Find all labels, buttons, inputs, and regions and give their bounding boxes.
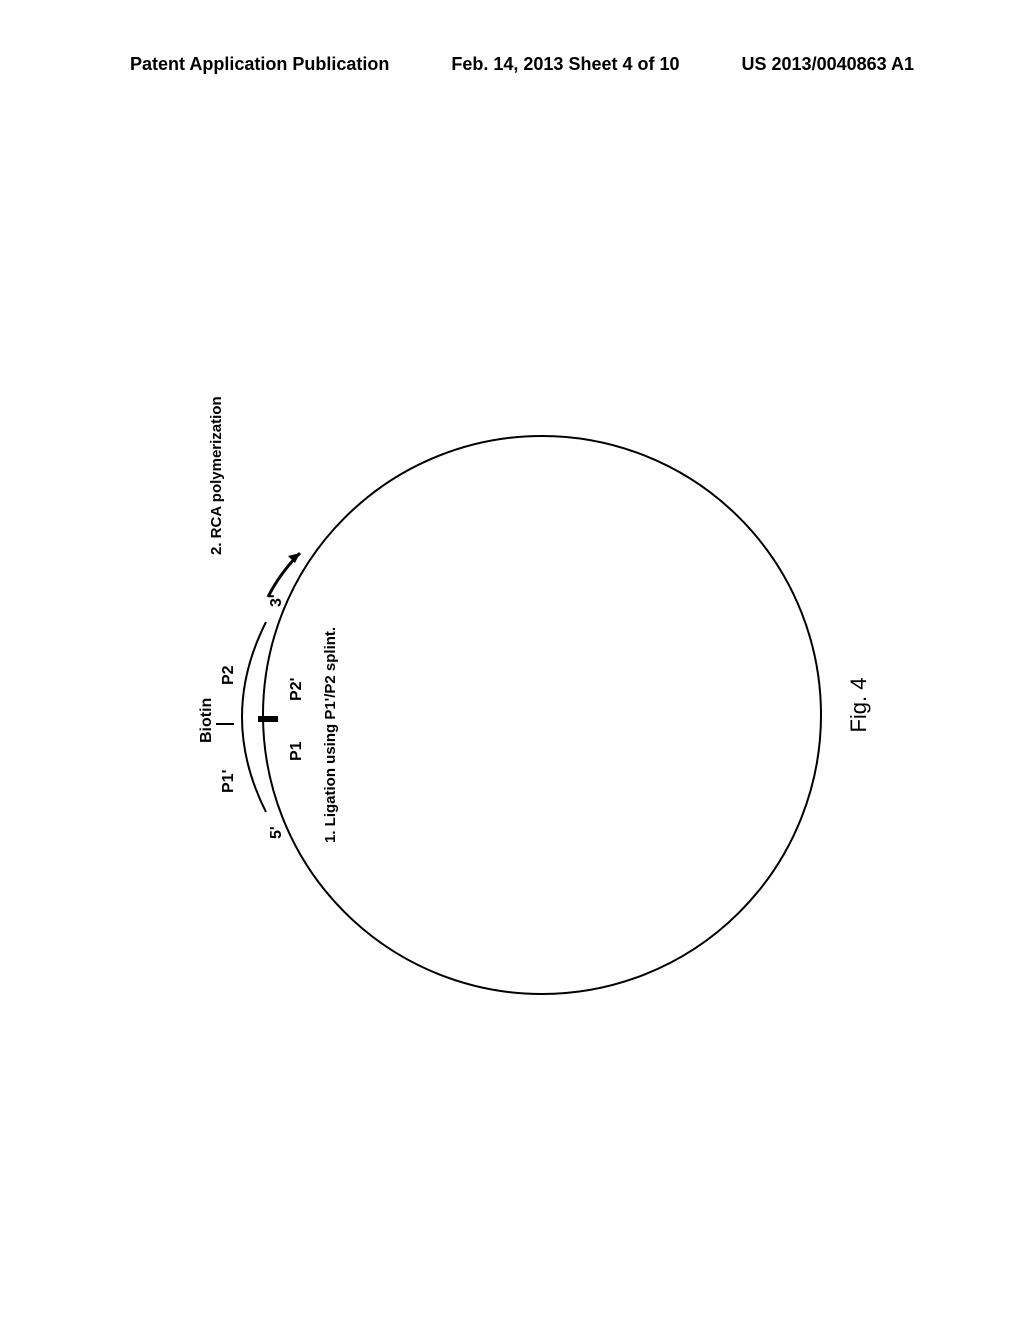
label-p1: P1 (288, 741, 306, 761)
label-three-prime: 3' (268, 594, 286, 607)
label-biotin: Biotin (198, 698, 216, 743)
page-header: Patent Application Publication Feb. 14, … (0, 54, 1024, 75)
header-date-sheet: Feb. 14, 2013 Sheet 4 of 10 (451, 54, 679, 75)
label-step-1-ligation: 1. Ligation using P1'/P2 splint. (322, 627, 339, 843)
ligation-junction-mark (258, 716, 278, 722)
label-p2: P2 (220, 665, 238, 685)
rca-polymerization-arrow (258, 533, 308, 603)
label-p2-prime: P2' (288, 678, 306, 701)
figure-caption: Fig. 4 (846, 677, 872, 732)
header-publication-type: Patent Application Publication (130, 54, 389, 75)
header-publication-number: US 2013/0040863 A1 (742, 54, 914, 75)
label-five-prime: 5' (268, 826, 286, 839)
rotated-diagram: Biotin P1' P2 5' 3' P1 P2' 1. Ligation u… (162, 355, 862, 1055)
label-step-2-rca: 2. RCA polymerization (208, 375, 225, 555)
label-p1-prime: P1' (220, 770, 238, 793)
circular-dna-template (262, 435, 822, 995)
biotin-connector-line (216, 723, 234, 725)
figure-container: Biotin P1' P2 5' 3' P1 P2' 1. Ligation u… (0, 280, 1024, 1130)
